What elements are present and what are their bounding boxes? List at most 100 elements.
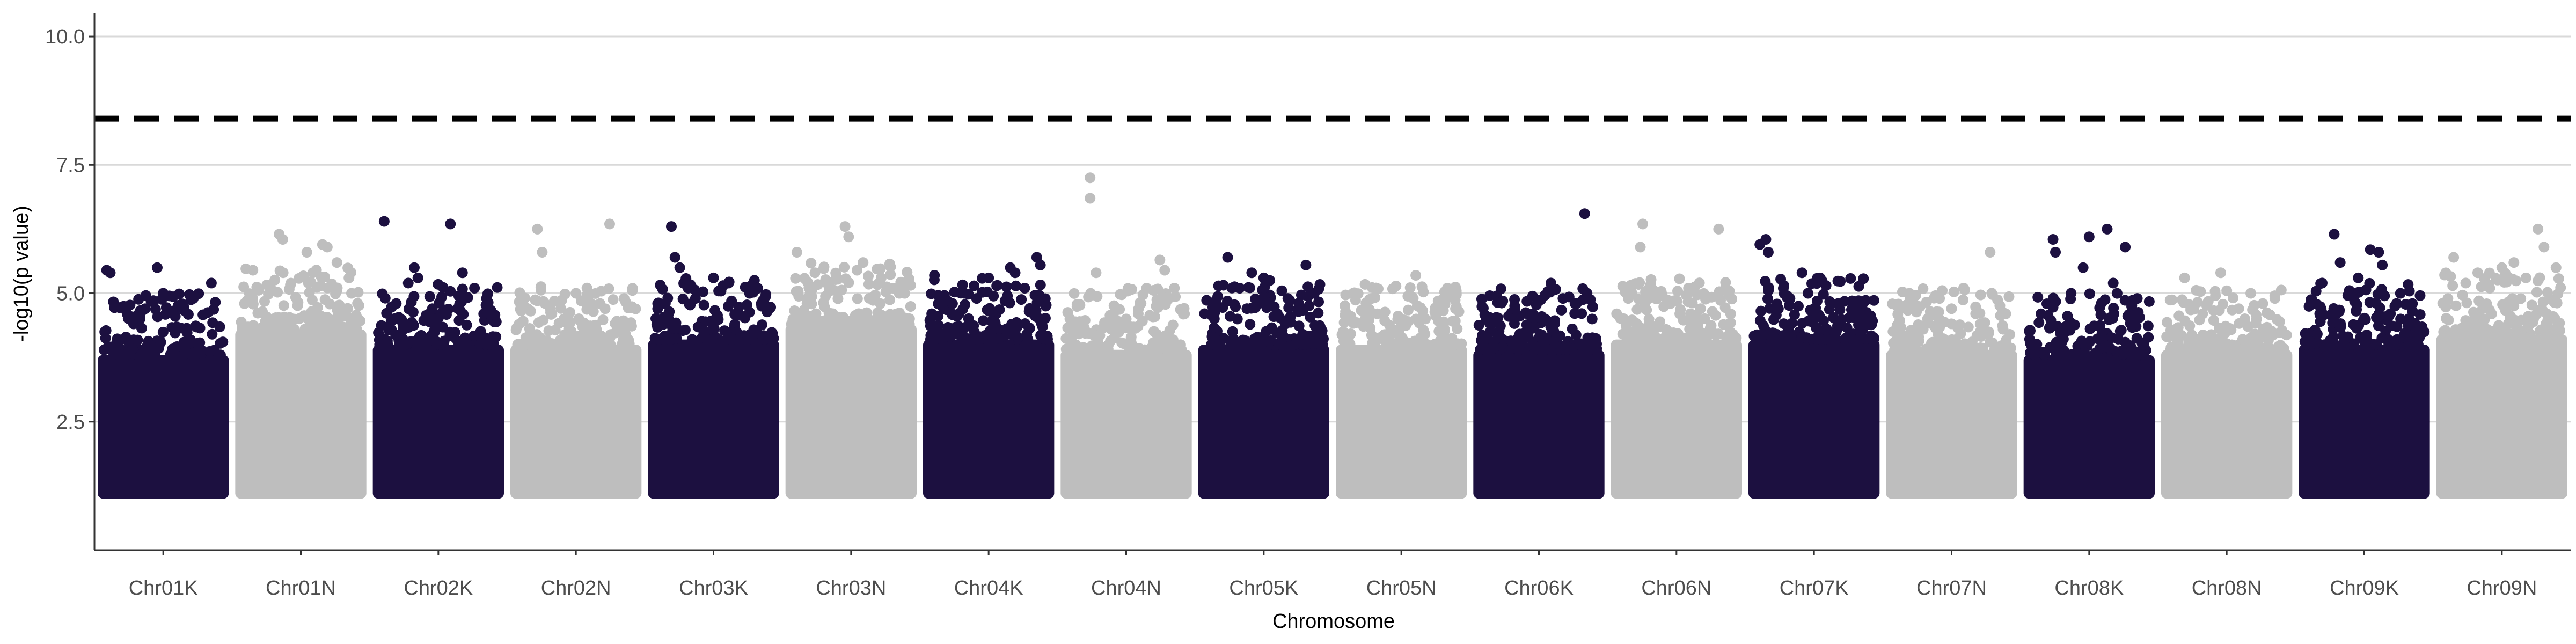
data-point	[1685, 308, 1696, 319]
data-point	[749, 275, 760, 286]
data-point	[1818, 289, 1829, 300]
data-point	[2450, 300, 2462, 311]
data-point	[938, 297, 949, 309]
data-point	[577, 339, 588, 350]
data-point	[2379, 290, 2390, 302]
peak-point-Chr05K-5	[1309, 288, 1320, 299]
peak-point-Chr05N-2	[1410, 270, 1422, 281]
data-point	[2364, 277, 2375, 289]
peak-point-Chr01N-7	[343, 272, 355, 283]
data-point	[2537, 296, 2549, 308]
peak-point-Chr04K-0	[929, 270, 940, 281]
data-point	[670, 333, 681, 344]
series-Chr08N	[2161, 267, 2293, 499]
peak-point-Chr05N-7	[1450, 303, 1461, 314]
data-point	[806, 258, 817, 269]
peak-point-Chr01K-8	[140, 303, 151, 314]
peak-point-Chr06K-4	[1579, 208, 1590, 219]
data-point	[2456, 328, 2467, 339]
data-point	[765, 302, 777, 313]
data-point	[2531, 287, 2542, 298]
x-tick-label-Chr03N: Chr03N	[816, 577, 886, 599]
peak-point-Chr03N-3	[843, 231, 854, 243]
data-point	[1865, 310, 1876, 321]
data-point	[889, 312, 901, 323]
data-point	[959, 299, 970, 310]
peak-point-Chr03K-0	[665, 221, 677, 232]
data-point	[1450, 295, 1461, 306]
data-point	[1410, 313, 1422, 325]
data-point	[157, 326, 169, 338]
data-point	[304, 314, 315, 326]
data-point	[2520, 314, 2531, 325]
data-point	[1340, 306, 1351, 317]
data-point	[2084, 336, 2095, 347]
point-mass-Chr01N	[235, 329, 367, 499]
data-point	[999, 295, 1011, 306]
y-tick-label-3: 10.0	[45, 26, 85, 48]
data-point	[2504, 328, 2515, 339]
data-point	[189, 347, 201, 358]
data-point	[1755, 305, 1767, 317]
point-mass-Chr02N	[510, 345, 642, 499]
data-point	[2143, 296, 2155, 307]
data-point	[1540, 314, 1552, 325]
data-point	[408, 291, 420, 302]
data-point	[1236, 336, 1248, 347]
data-point	[2438, 326, 2449, 338]
data-point	[2004, 329, 2016, 340]
data-point	[1556, 304, 1567, 316]
data-point	[148, 342, 159, 353]
series-Chr09N	[2436, 223, 2567, 499]
peak-point-Chr04N-1	[1085, 193, 1096, 204]
data-point	[592, 339, 603, 350]
data-point	[1929, 320, 1940, 332]
peak-point-Chr07K-2	[1762, 246, 1774, 258]
data-point	[514, 287, 525, 298]
data-point	[2187, 332, 2199, 343]
data-point	[1367, 337, 1378, 348]
data-point	[1787, 318, 1798, 329]
data-point	[1954, 319, 1965, 331]
peak-point-Chr08N-2	[2221, 285, 2233, 296]
data-point	[1225, 311, 1236, 322]
data-point	[1887, 298, 1898, 310]
data-point	[428, 334, 439, 346]
peak-point-Chr07K-1	[1760, 234, 1772, 245]
data-point	[1933, 306, 1944, 318]
data-point	[1266, 322, 1277, 333]
data-point	[798, 318, 809, 330]
data-point	[2541, 309, 2552, 320]
data-point	[1672, 286, 1684, 297]
data-point	[105, 344, 116, 355]
peak-point-Chr01K-4	[164, 290, 175, 302]
data-point	[1764, 303, 1775, 314]
data-point	[1042, 334, 1053, 345]
data-point	[2382, 310, 2394, 321]
peak-point-Chr06K-3	[1557, 293, 1569, 304]
data-point	[2484, 267, 2495, 279]
data-point	[1519, 332, 1531, 343]
data-point	[292, 300, 303, 311]
data-point	[799, 273, 810, 284]
data-point	[1754, 315, 1766, 326]
series-Chr07N	[1886, 246, 2017, 499]
data-point	[438, 335, 450, 347]
peak-point-Chr04N-5	[1169, 282, 1180, 294]
data-point	[1911, 306, 1922, 318]
data-point	[1587, 301, 1598, 312]
data-point	[1384, 320, 1395, 331]
data-point	[2515, 293, 2527, 304]
data-point	[491, 331, 502, 342]
x-tick-label-Chr08K: Chr08K	[2054, 577, 2124, 599]
data-point	[181, 327, 193, 339]
data-point	[873, 313, 884, 324]
data-point	[383, 321, 394, 332]
data-point	[2044, 342, 2055, 353]
data-point	[2024, 325, 2036, 336]
data-point	[315, 280, 326, 291]
point-mass-Chr07N	[1886, 349, 2017, 499]
point-mass-Chr06N	[1611, 339, 1742, 499]
data-point	[455, 336, 466, 347]
data-point	[2249, 299, 2260, 311]
